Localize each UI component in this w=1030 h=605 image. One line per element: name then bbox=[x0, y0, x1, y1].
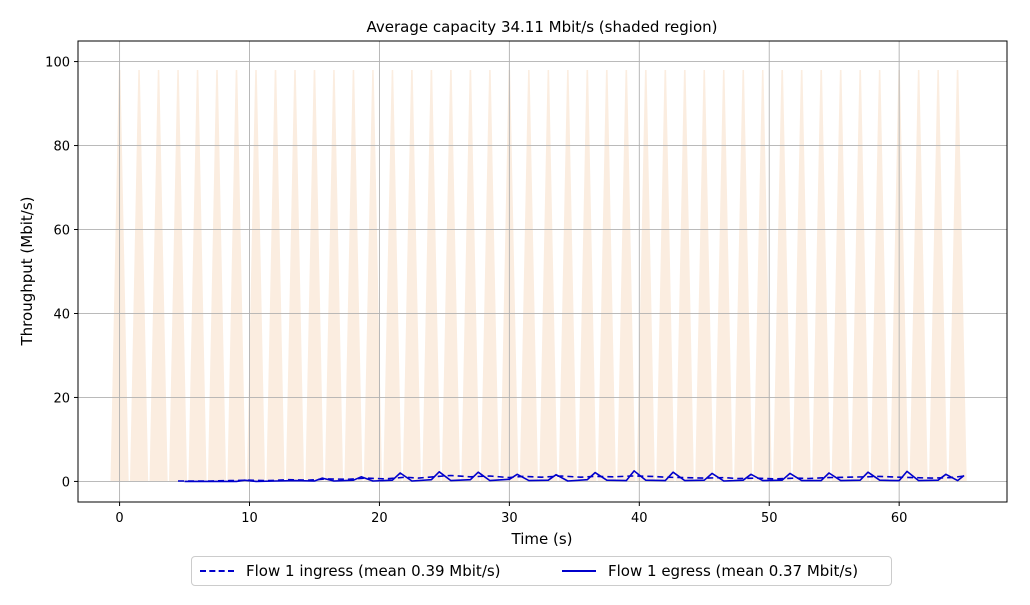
capacity-pulse-43 bbox=[948, 70, 967, 482]
capacity-pulse-12 bbox=[344, 70, 363, 482]
series-line-egress bbox=[184, 470, 965, 483]
capacity-pulse-32 bbox=[734, 70, 753, 482]
capacity-pulse-33 bbox=[753, 70, 772, 482]
legend-label-ingress: Flow 1 ingress (mean 0.39 Mbit/s) bbox=[246, 562, 501, 580]
capacity-pulse-26 bbox=[617, 70, 636, 482]
capacity-pulse-37 bbox=[831, 70, 850, 482]
legend-swatch-solid bbox=[562, 570, 596, 572]
x-tick-label-40: 40 bbox=[631, 511, 648, 526]
capacity-pulse-15 bbox=[402, 70, 421, 482]
capacity-pulse-6 bbox=[227, 70, 246, 482]
capacity-pulse-10 bbox=[305, 70, 324, 482]
capacity-pulse-9 bbox=[285, 70, 305, 482]
capacity-pulse-24 bbox=[578, 70, 597, 482]
capacity-pulse-18 bbox=[461, 70, 480, 482]
capacity-pulse-36 bbox=[812, 70, 831, 482]
x-tick-label-50: 50 bbox=[761, 511, 778, 526]
capacity-pulse-35 bbox=[792, 70, 811, 482]
y-tick-label-80: 80 bbox=[53, 140, 70, 155]
capacity-pulse-39 bbox=[870, 70, 889, 482]
plot-frame bbox=[77, 40, 1008, 503]
x-tick-label-0: 0 bbox=[115, 511, 123, 526]
y-tick-label-20: 20 bbox=[53, 391, 70, 406]
x-tick-label-20: 20 bbox=[371, 511, 388, 526]
capacity-pulse-3 bbox=[169, 70, 188, 482]
capacity-pulse-34 bbox=[773, 70, 792, 482]
chart-legend: Flow 1 ingress (mean 0.39 Mbit/s) Flow 1… bbox=[191, 556, 892, 586]
legend-label-egress: Flow 1 egress (mean 0.37 Mbit/s) bbox=[608, 562, 859, 580]
y-tick-label-100: 100 bbox=[45, 56, 70, 71]
capacity-pulse-21 bbox=[519, 70, 538, 482]
y-tick-label-60: 60 bbox=[53, 224, 70, 239]
capacity-pulse-29 bbox=[675, 70, 694, 482]
capacity-pulse-42 bbox=[929, 70, 948, 482]
capacity-pulse-31 bbox=[714, 70, 733, 482]
capacity-pulse-38 bbox=[851, 70, 870, 482]
capacity-pulse-5 bbox=[207, 70, 227, 482]
capacity-pulse-25 bbox=[597, 70, 616, 482]
capacity-pulse-19 bbox=[480, 70, 499, 482]
capacity-pulse-14 bbox=[383, 70, 402, 482]
x-tick-label-10: 10 bbox=[241, 511, 258, 526]
legend-swatch-dashed bbox=[200, 570, 234, 572]
capacity-pulse-11 bbox=[324, 70, 344, 482]
x-axis-label: Time (s) bbox=[511, 530, 573, 548]
capacity-pulse-1 bbox=[130, 70, 149, 482]
capacity-pulse-17 bbox=[441, 70, 460, 482]
capacity-pulse-8 bbox=[266, 70, 285, 482]
x-tick-label-60: 60 bbox=[891, 511, 908, 526]
chart-title: Average capacity 34.11 Mbit/s (shaded re… bbox=[366, 18, 717, 36]
capacity-pulse-13 bbox=[363, 70, 382, 482]
legend-item-egress: Flow 1 egress (mean 0.37 Mbit/s) bbox=[562, 557, 858, 585]
capacity-pulse-2 bbox=[149, 70, 168, 482]
capacity-pulse-23 bbox=[558, 70, 577, 482]
capacity-pulse-4 bbox=[188, 70, 207, 482]
capacity-pulse-30 bbox=[695, 70, 714, 482]
capacity-pulse-16 bbox=[422, 70, 441, 482]
x-tick-label-30: 30 bbox=[501, 511, 518, 526]
capacity-pulse-7 bbox=[246, 70, 266, 482]
series-line-ingress bbox=[178, 474, 965, 482]
capacity-pulse-22 bbox=[539, 70, 558, 482]
y-tick-label-40: 40 bbox=[53, 307, 70, 322]
capacity-pulse-41 bbox=[909, 70, 928, 482]
legend-item-ingress: Flow 1 ingress (mean 0.39 Mbit/s) bbox=[200, 557, 501, 585]
capacity-pulse-27 bbox=[636, 70, 655, 482]
y-tick-label-0: 0 bbox=[62, 475, 70, 490]
y-axis-label: Throughput (Mbit/s) bbox=[18, 197, 36, 347]
capacity-pulse-28 bbox=[656, 70, 675, 482]
